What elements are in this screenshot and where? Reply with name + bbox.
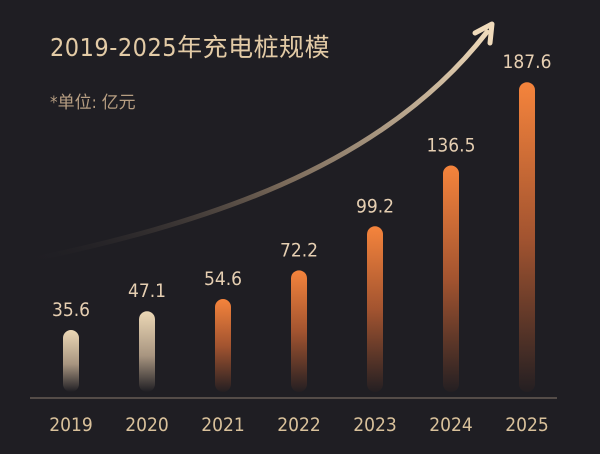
trend-arrow-head <box>472 21 495 46</box>
bar-2021 <box>215 299 231 392</box>
data-label-2021: 54.6 <box>204 268 242 290</box>
chart-unit-note: *单位: 亿元 <box>50 93 136 113</box>
x-tick-label-2020: 2020 <box>125 414 169 436</box>
chart-title: 2019-2025年充电桩规模 <box>50 33 331 62</box>
bar-2022 <box>291 270 307 392</box>
data-label-2025: 187.6 <box>503 51 552 73</box>
trend-arrow-curve <box>17 29 490 265</box>
data-label-2023: 99.2 <box>356 195 394 217</box>
x-tick-label-2022: 2022 <box>277 414 321 436</box>
bar-2023 <box>367 226 383 392</box>
x-tick-label-2023: 2023 <box>353 414 397 436</box>
x-tick-label-2024: 2024 <box>429 414 473 436</box>
bar-2024 <box>443 165 459 392</box>
bar-2019 <box>63 329 79 392</box>
data-label-2019: 35.6 <box>52 299 90 321</box>
bar-2020 <box>139 311 155 392</box>
data-label-2024: 136.5 <box>427 135 476 157</box>
x-tick-label-2025: 2025 <box>505 414 549 436</box>
data-label-2022: 72.2 <box>280 239 318 261</box>
x-tick-label-2019: 2019 <box>49 414 93 436</box>
bar-2025 <box>519 82 535 392</box>
data-label-2020: 47.1 <box>128 280 166 302</box>
x-tick-label-2021: 2021 <box>201 414 245 436</box>
